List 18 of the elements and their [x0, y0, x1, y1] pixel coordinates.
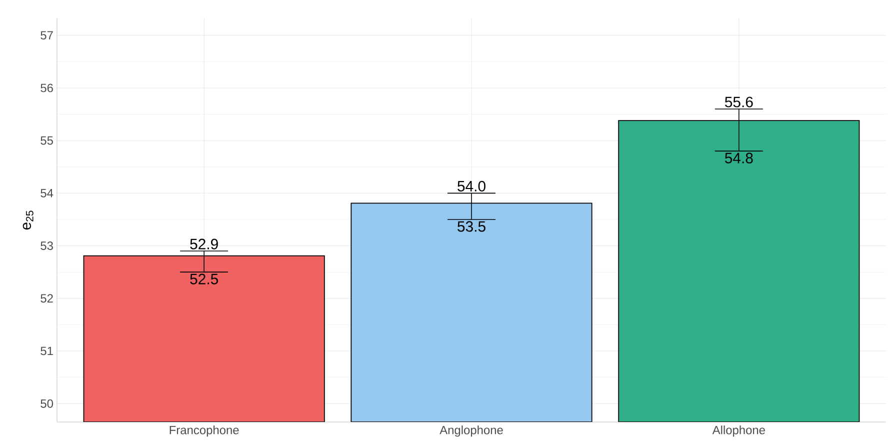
y-tick-label: 51 [40, 346, 53, 356]
annotation: 55.6 [724, 96, 753, 108]
y-tick-label: 54 [40, 189, 54, 198]
y-tick-label: 57 [40, 31, 53, 40]
y-tick-label: 55 [40, 136, 53, 145]
annotation: 52.5 [190, 274, 218, 284]
x-tick-label: Allophone [712, 426, 765, 437]
y-tick-label: 50 [40, 399, 54, 408]
x-tick-label: Francophone [170, 426, 239, 437]
x-tick-label: Anglophone [440, 426, 503, 437]
annotation: 54.8 [724, 152, 753, 164]
annotation: 52.9 [190, 238, 218, 250]
y-tick-label: 52 [40, 294, 53, 303]
y-axis-title: e$_{25}$ [22, 210, 34, 230]
annotation: 54.0 [458, 180, 486, 192]
y-tick-label: 56 [40, 84, 53, 92]
y-tick-label: 53 [40, 242, 53, 250]
annotation: 53.5 [458, 221, 486, 232]
